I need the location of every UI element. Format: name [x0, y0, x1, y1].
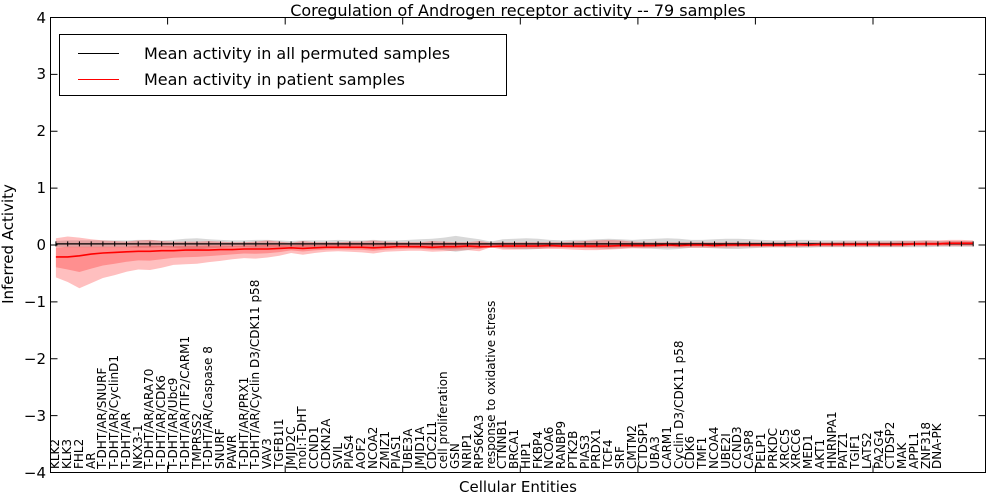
y-tick-label: 2 [36, 122, 46, 141]
legend-item-permuted: Mean activity in all permuted samples [60, 40, 506, 66]
y-tick-label: 4 [36, 8, 46, 27]
legend-label: Mean activity in patient samples [144, 69, 405, 89]
axis-ticks [50, 17, 986, 473]
legend-item-patient: Mean activity in patient samples [60, 66, 506, 92]
y-tick-label: 1 [36, 179, 46, 198]
y-tick-label: 0 [36, 236, 46, 254]
patient-line-sample [78, 78, 119, 80]
patient-band-outer [55, 236, 974, 289]
y-tick-label: −2 [23, 349, 46, 368]
y-tick-label: −3 [23, 406, 46, 425]
x-axis-label: Cellular Entities [459, 478, 577, 496]
y-tick-label: −1 [23, 292, 46, 311]
x-category-label: AKT1 [812, 438, 827, 469]
x-category-label: PRKDC [765, 427, 780, 469]
legend-label: Mean activity in all permuted samples [144, 43, 451, 63]
permuted-line-sample [78, 52, 119, 54]
legend: Mean activity in all permuted samples Me… [59, 34, 507, 96]
patient-band-inner [55, 241, 974, 272]
chart-title: Coregulation of Androgen receptor activi… [290, 1, 746, 20]
y-tick-label: 3 [36, 65, 46, 84]
x-category-label: HIP1 [518, 441, 533, 469]
x-category-label: PAWR [224, 434, 239, 469]
x-category-label: RPS6KA3 [471, 414, 486, 469]
x-category-label: T-DHT/AR/TIF2/CARM1 [177, 335, 192, 469]
y-tick-label: −4 [23, 463, 46, 482]
x-category-label: DNA-PK [930, 423, 945, 469]
point-markers [55, 241, 974, 247]
